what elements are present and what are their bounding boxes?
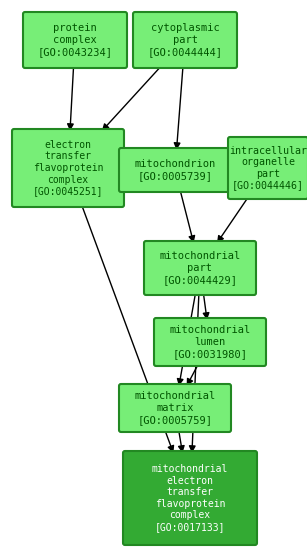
- Text: protein
complex
[GO:0043234]: protein complex [GO:0043234]: [37, 23, 112, 57]
- Text: mitochondrion
[GO:0005739]: mitochondrion [GO:0005739]: [134, 159, 216, 181]
- FancyBboxPatch shape: [12, 129, 124, 207]
- FancyBboxPatch shape: [123, 451, 257, 545]
- FancyBboxPatch shape: [144, 241, 256, 295]
- FancyBboxPatch shape: [228, 137, 307, 199]
- FancyBboxPatch shape: [23, 12, 127, 68]
- Text: electron
transfer
flavoprotein
complex
[GO:0045251]: electron transfer flavoprotein complex […: [33, 140, 103, 196]
- Text: mitochondrial
lumen
[GO:0031980]: mitochondrial lumen [GO:0031980]: [169, 326, 251, 359]
- Text: cytoplasmic
part
[GO:0044444]: cytoplasmic part [GO:0044444]: [147, 23, 223, 57]
- Text: intracellular
organelle
part
[GO:0044446]: intracellular organelle part [GO:0044446…: [229, 145, 307, 191]
- Text: mitochondrial
matrix
[GO:0005759]: mitochondrial matrix [GO:0005759]: [134, 391, 216, 425]
- Text: mitochondrial
electron
transfer
flavoprotein
complex
[GO:0017133]: mitochondrial electron transfer flavopro…: [152, 464, 228, 532]
- Text: mitochondrial
part
[GO:0044429]: mitochondrial part [GO:0044429]: [159, 251, 241, 285]
- FancyBboxPatch shape: [154, 318, 266, 366]
- FancyBboxPatch shape: [119, 148, 231, 192]
- FancyBboxPatch shape: [133, 12, 237, 68]
- FancyBboxPatch shape: [119, 384, 231, 432]
